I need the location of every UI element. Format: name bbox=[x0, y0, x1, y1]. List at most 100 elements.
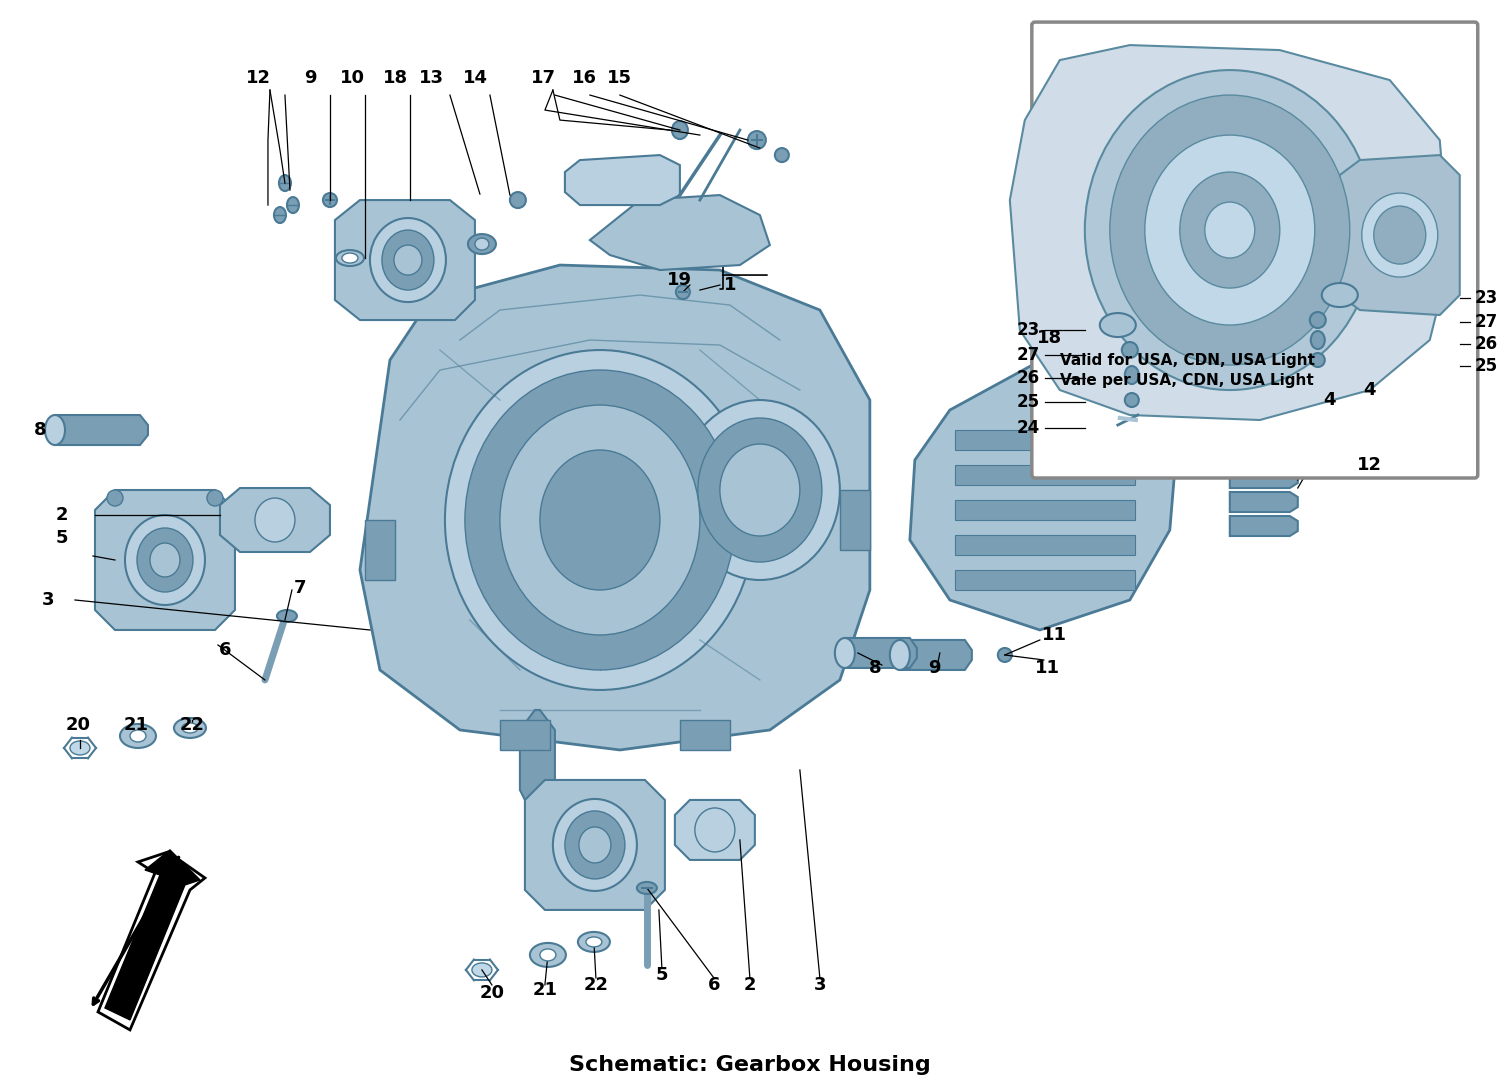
Polygon shape bbox=[910, 350, 1180, 629]
Text: Vale per USA, CDN, USA Light: Vale per USA, CDN, USA Light bbox=[1060, 372, 1314, 388]
Ellipse shape bbox=[1311, 331, 1324, 350]
Ellipse shape bbox=[278, 610, 297, 622]
Bar bbox=[500, 720, 550, 750]
Text: 6: 6 bbox=[219, 641, 231, 659]
Ellipse shape bbox=[446, 350, 754, 690]
Text: 2: 2 bbox=[56, 506, 68, 524]
Polygon shape bbox=[56, 415, 148, 445]
Ellipse shape bbox=[1374, 206, 1426, 264]
Polygon shape bbox=[220, 488, 330, 552]
Ellipse shape bbox=[1100, 313, 1136, 337]
Ellipse shape bbox=[566, 811, 626, 879]
Ellipse shape bbox=[526, 804, 550, 816]
Ellipse shape bbox=[336, 250, 364, 266]
Polygon shape bbox=[844, 638, 916, 668]
Text: 4: 4 bbox=[1323, 391, 1336, 409]
Ellipse shape bbox=[586, 937, 602, 947]
Bar bbox=[956, 570, 1136, 590]
Ellipse shape bbox=[1362, 193, 1438, 277]
Ellipse shape bbox=[540, 949, 556, 960]
Ellipse shape bbox=[136, 528, 194, 592]
Ellipse shape bbox=[720, 444, 800, 536]
Text: 8: 8 bbox=[33, 421, 46, 439]
Text: 17: 17 bbox=[531, 69, 556, 87]
Text: 2: 2 bbox=[744, 976, 756, 994]
Ellipse shape bbox=[106, 490, 123, 506]
Ellipse shape bbox=[279, 175, 291, 191]
Text: 6: 6 bbox=[708, 976, 720, 994]
Polygon shape bbox=[566, 155, 680, 205]
Text: 23: 23 bbox=[1474, 289, 1498, 307]
Ellipse shape bbox=[1125, 393, 1138, 407]
Text: Valid for USA, CDN, USA Light: Valid for USA, CDN, USA Light bbox=[1060, 353, 1316, 367]
Text: 25: 25 bbox=[1474, 357, 1498, 375]
Text: 12: 12 bbox=[246, 69, 270, 87]
Bar bbox=[840, 490, 870, 550]
Text: 16: 16 bbox=[573, 69, 597, 87]
Text: 8: 8 bbox=[868, 659, 880, 677]
Ellipse shape bbox=[540, 450, 660, 590]
Bar bbox=[956, 535, 1136, 555]
Text: 14: 14 bbox=[464, 69, 489, 87]
Ellipse shape bbox=[1110, 95, 1350, 365]
Ellipse shape bbox=[676, 285, 690, 299]
FancyBboxPatch shape bbox=[1032, 22, 1478, 478]
Ellipse shape bbox=[45, 415, 64, 445]
Ellipse shape bbox=[638, 882, 657, 894]
Text: 25: 25 bbox=[1017, 393, 1040, 411]
Ellipse shape bbox=[698, 418, 822, 562]
Polygon shape bbox=[1230, 468, 1298, 488]
Ellipse shape bbox=[672, 121, 688, 139]
Text: 19: 19 bbox=[668, 271, 693, 289]
Polygon shape bbox=[525, 780, 664, 910]
Text: 11: 11 bbox=[1042, 626, 1068, 644]
Text: 26: 26 bbox=[1474, 335, 1498, 353]
Ellipse shape bbox=[1322, 283, 1358, 307]
Ellipse shape bbox=[530, 943, 566, 967]
Text: 3: 3 bbox=[42, 591, 54, 609]
Ellipse shape bbox=[554, 799, 638, 891]
Text: 20: 20 bbox=[480, 984, 504, 1002]
Ellipse shape bbox=[500, 405, 700, 635]
Ellipse shape bbox=[1122, 342, 1138, 358]
Ellipse shape bbox=[476, 238, 489, 250]
Ellipse shape bbox=[70, 741, 90, 755]
Text: 20: 20 bbox=[66, 715, 90, 734]
Ellipse shape bbox=[394, 245, 422, 276]
Polygon shape bbox=[334, 200, 476, 320]
Polygon shape bbox=[1340, 155, 1460, 315]
Text: 23: 23 bbox=[1017, 321, 1040, 339]
Bar bbox=[956, 465, 1136, 485]
Ellipse shape bbox=[120, 724, 156, 748]
Text: 24: 24 bbox=[1017, 419, 1040, 437]
Text: 1: 1 bbox=[723, 276, 736, 294]
Text: 11: 11 bbox=[1035, 659, 1060, 677]
Text: 27: 27 bbox=[1474, 313, 1498, 331]
Ellipse shape bbox=[680, 400, 840, 580]
Polygon shape bbox=[98, 852, 206, 1030]
Polygon shape bbox=[1230, 516, 1298, 536]
Ellipse shape bbox=[998, 648, 1012, 662]
Text: 26: 26 bbox=[1017, 369, 1040, 387]
Ellipse shape bbox=[578, 932, 610, 952]
Ellipse shape bbox=[465, 370, 735, 670]
Ellipse shape bbox=[836, 638, 855, 668]
Text: 4: 4 bbox=[1364, 381, 1376, 399]
Text: 9: 9 bbox=[303, 69, 316, 87]
Ellipse shape bbox=[1311, 353, 1324, 367]
Text: 15: 15 bbox=[608, 69, 633, 87]
Ellipse shape bbox=[255, 498, 296, 542]
Polygon shape bbox=[590, 195, 770, 270]
Text: 27: 27 bbox=[1017, 346, 1040, 364]
Ellipse shape bbox=[1040, 345, 1060, 365]
Ellipse shape bbox=[207, 490, 224, 506]
Ellipse shape bbox=[1180, 172, 1280, 289]
Ellipse shape bbox=[579, 827, 610, 862]
Text: 21: 21 bbox=[123, 715, 148, 734]
Ellipse shape bbox=[890, 640, 910, 670]
Polygon shape bbox=[520, 710, 555, 810]
Ellipse shape bbox=[382, 230, 433, 290]
Text: 3: 3 bbox=[813, 976, 826, 994]
Text: 22: 22 bbox=[180, 715, 204, 734]
Text: 5: 5 bbox=[656, 966, 668, 984]
